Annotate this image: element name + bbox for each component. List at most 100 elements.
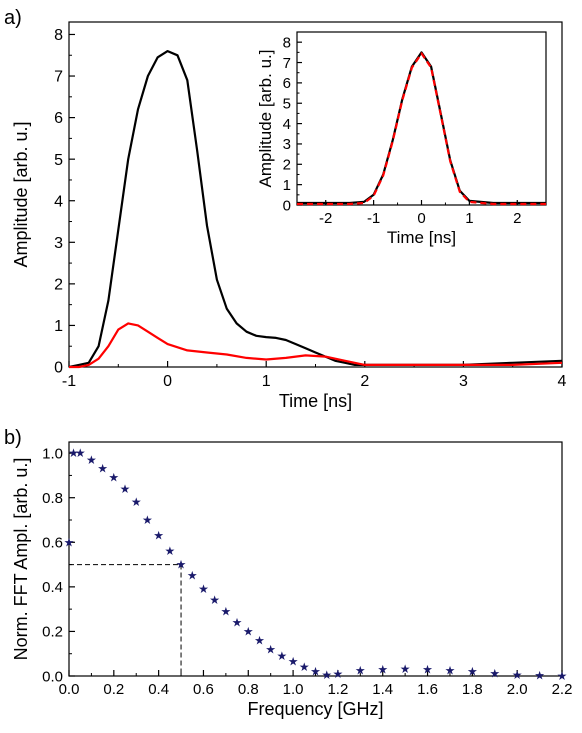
main-x-tick-label: 4 [558,373,567,390]
fft-data-point: ★ [377,662,388,676]
inset-y-axis-label: Amplitude [arb. u.] [256,50,275,188]
fft-data-point: ★ [288,655,299,669]
fft-y-tick-label: 0.2 [42,624,63,641]
fft-x-tick-label: 0.2 [103,681,124,698]
inset-y-tick-label: 6 [283,75,291,92]
inset-x-tick-label: 0 [417,210,425,227]
fft-data-point: ★ [108,471,119,485]
fft-x-tick-label: 2.0 [507,681,528,698]
main-y-tick-label: 2 [54,276,63,293]
fft-data-point: ★ [232,616,243,630]
fft-plot-frame [68,441,563,677]
main-y-tick-label: 6 [54,110,63,127]
inset-y-tick-label: 2 [283,157,291,174]
fft-x-tick-label: 0.6 [193,681,214,698]
main-series-line-1 [69,322,563,369]
fft-x-tick-label: 1.8 [462,681,483,698]
fft-x-tick-label: 1.0 [283,681,304,698]
fft-data-point: ★ [467,665,478,679]
fft-half-amplitude-guide [69,564,182,676]
fft-y-tick-label: 0.8 [42,490,63,507]
inset-y-tick-label: 3 [283,136,291,153]
fft-data-point: ★ [120,482,131,496]
main-x-tick-label: 0 [163,373,172,390]
fft-data-point: ★ [220,604,231,618]
main-x-tick-label: 2 [360,373,369,390]
fft-data-point: ★ [209,593,220,607]
inset-x-tick-label: -1 [367,210,380,227]
inset-x-tick-label: -2 [319,210,332,227]
fft-data-point: ★ [277,649,288,663]
fft-data-point: ★ [254,633,265,647]
fft-data-point: ★ [75,446,86,460]
main-y-tick-label: 3 [54,235,63,252]
fft-data-point: ★ [310,665,321,679]
fft-data-point: ★ [176,558,187,572]
inset-y-tick-label: 4 [283,116,291,133]
fft-data-point: ★ [489,666,500,680]
inset-y-tick-label: 8 [283,34,291,51]
inset-x-tick-label: 1 [465,210,473,227]
fft-data-point: ★ [445,663,456,677]
fft-data-point: ★ [243,624,254,638]
fft-x-tick-label: 0.0 [59,681,80,698]
fft-data-point: ★ [512,668,523,682]
main-y-tick-label: 4 [54,193,63,210]
main-y-tick-label: 1 [54,318,63,335]
fft-data-point: ★ [86,453,97,467]
fft-y-tick-label: 0.4 [42,579,63,596]
fft-data-point: ★ [333,667,344,681]
fft-x-axis-label: Frequency [GHz] [247,699,383,719]
main-x-tick-label: 1 [262,373,271,390]
fft-y-axis-label: Norm. FFT Ampl. [arb. u.] [11,458,31,661]
fft-data-point: ★ [97,462,108,476]
fft-data-point: ★ [557,669,568,683]
fft-data-point: ★ [198,582,209,596]
fft-data-point: ★ [422,662,433,676]
fft-data-point: ★ [400,662,411,676]
inset-y-tick-label: 7 [283,55,291,72]
fft-data-point: ★ [321,668,332,682]
main-y-axis-label: Amplitude [arb. u.] [11,121,31,267]
inset-series-line-1 [297,52,546,206]
fft-data-point: ★ [68,446,79,460]
main-y-tick-label: 8 [54,27,63,44]
main-y-tick-label: 0 [54,360,63,377]
main-y-tick-label: 7 [54,69,63,86]
fft-x-tick-label: 1.2 [327,681,348,698]
inset-x-axis-label: Time [ns] [387,228,456,247]
main-x-tick-label: 3 [459,373,468,390]
fft-x-tick-label: 0.8 [238,681,259,698]
fft-x-tick-label: 1.6 [417,681,438,698]
main-y-tick-label: 5 [54,152,63,169]
fft-data-point: ★ [265,642,276,656]
main-x-axis-label: Time [ns] [279,391,352,411]
panel-label-b: b) [4,427,22,449]
fft-data-point: ★ [64,535,75,549]
fft-data-point: ★ [164,544,175,558]
fft-data-point: ★ [299,660,310,674]
fft-data-point: ★ [534,669,545,683]
inset-y-tick-label: 0 [283,197,291,214]
panel-label-a: a) [4,7,22,29]
fft-y-tick-label: 0.0 [42,668,63,685]
inset-chart: -2 -1 0 1 2 0 1 2 3 4 5 6 7 8 Time [ns] Amplitude [arb.… [256,31,547,247]
main-series-line-0 [68,50,563,369]
fft-x-tick-label: 1.4 [372,681,393,698]
main-x-tick-label: -1 [62,373,76,390]
inset-x-tick-label: 2 [513,210,521,227]
fft-y-tick-label: 0.6 [42,535,63,552]
fft-y-tick-label: 1.0 [42,445,63,462]
fft-x-tick-label: 0.4 [148,681,169,698]
inset-y-tick-label: 5 [283,95,291,112]
fft-data-point: ★ [131,495,142,509]
fft-chart: 0.0 0.2 0.4 0.6 0.8 1.0 1.2 1.4 1.6 1.8 2.0 2.2 0.0 0… [11,441,573,719]
fft-x-tick-label: 2.2 [552,681,573,698]
inset-y-tick-label: 1 [283,177,291,194]
fft-data-point: ★ [153,529,164,543]
fft-data-point: ★ [355,663,366,677]
fft-data-point: ★ [187,569,198,583]
inset-background [297,32,546,205]
